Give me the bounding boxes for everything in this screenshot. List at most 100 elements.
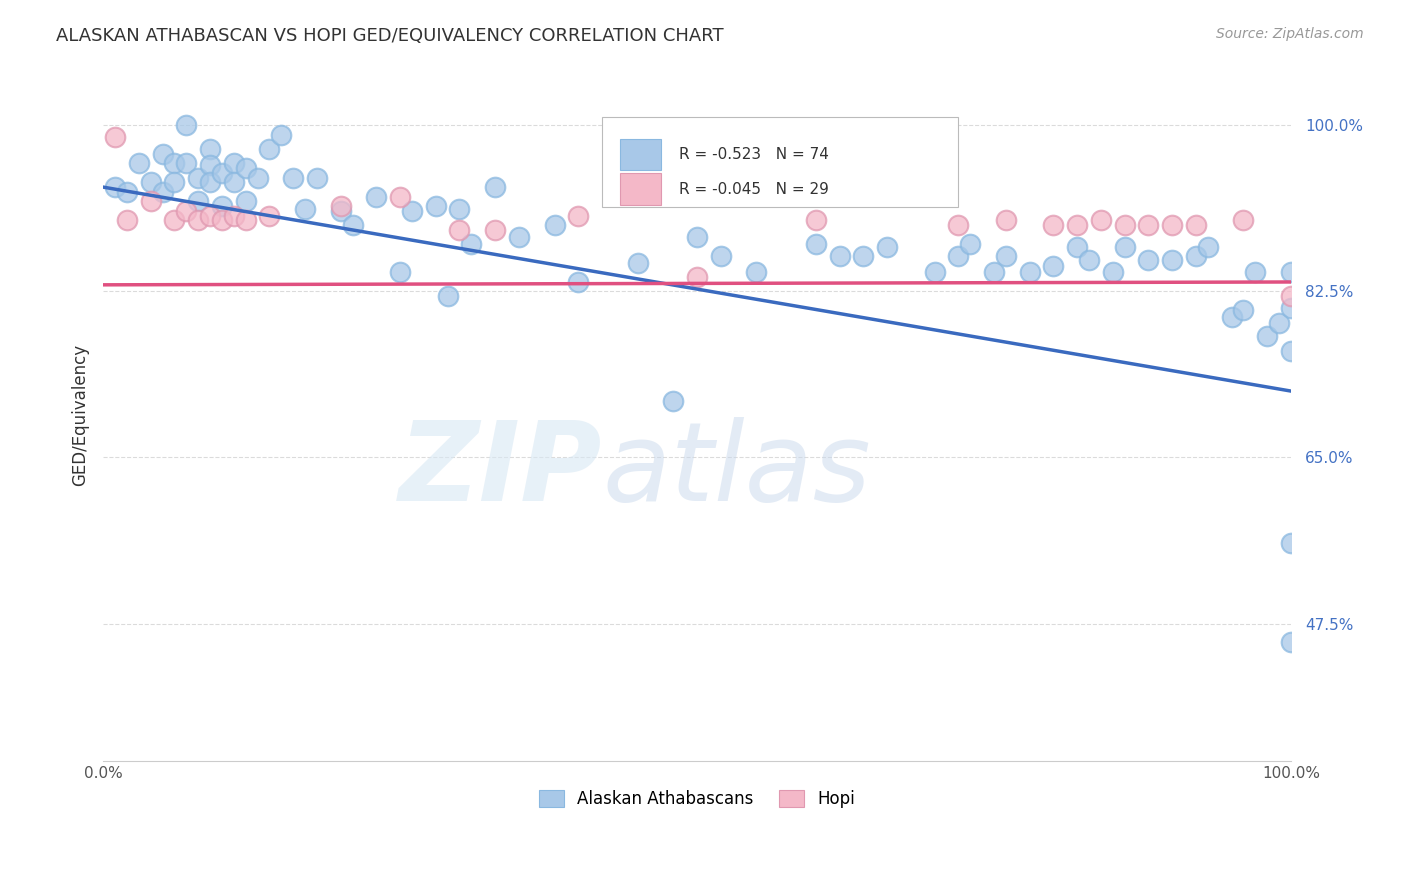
Point — [1244, 265, 1267, 279]
Point — [270, 128, 292, 142]
Point — [283, 170, 305, 185]
Point — [1090, 213, 1112, 227]
Point — [1279, 635, 1302, 649]
Point — [484, 223, 506, 237]
FancyBboxPatch shape — [620, 173, 661, 204]
Text: R = -0.523   N = 74: R = -0.523 N = 74 — [679, 147, 830, 162]
Point — [235, 161, 257, 175]
Point — [187, 194, 209, 209]
Point — [305, 170, 328, 185]
Point — [1185, 218, 1208, 232]
Point — [187, 213, 209, 227]
Point — [1114, 240, 1136, 254]
Point — [804, 213, 827, 227]
Point — [222, 209, 245, 223]
Point — [139, 175, 162, 189]
Point — [686, 270, 709, 285]
Point — [163, 156, 186, 170]
Point — [259, 142, 281, 156]
FancyBboxPatch shape — [620, 139, 661, 170]
Point — [876, 240, 898, 254]
Point — [983, 265, 1005, 279]
Point — [710, 249, 733, 263]
Point — [222, 175, 245, 189]
Point — [804, 237, 827, 252]
Point — [235, 194, 257, 209]
Point — [852, 249, 875, 263]
Point — [198, 158, 221, 172]
Point — [1137, 253, 1160, 268]
Point — [1137, 218, 1160, 232]
Point — [1161, 253, 1184, 268]
Text: ZIP: ZIP — [398, 417, 602, 524]
Point — [460, 237, 482, 252]
Point — [567, 209, 589, 223]
Point — [1066, 240, 1088, 254]
Legend: Alaskan Athabascans, Hopi: Alaskan Athabascans, Hopi — [533, 783, 862, 815]
Point — [662, 393, 685, 408]
Point — [828, 249, 851, 263]
FancyBboxPatch shape — [602, 117, 959, 207]
Point — [115, 185, 138, 199]
Point — [1042, 218, 1064, 232]
Point — [174, 119, 197, 133]
Point — [1101, 265, 1123, 279]
Point — [174, 156, 197, 170]
Point — [198, 175, 221, 189]
Point — [484, 180, 506, 194]
Point — [1042, 259, 1064, 273]
Point — [1114, 218, 1136, 232]
Point — [139, 194, 162, 209]
Point — [128, 156, 150, 170]
Point — [401, 203, 423, 218]
Text: R = -0.045   N = 29: R = -0.045 N = 29 — [679, 182, 830, 196]
Text: atlas: atlas — [602, 417, 870, 524]
Point — [627, 256, 650, 270]
Point — [425, 199, 447, 213]
Point — [235, 213, 257, 227]
Point — [187, 170, 209, 185]
Point — [948, 218, 970, 232]
Point — [543, 218, 565, 232]
Y-axis label: GED/Equivalency: GED/Equivalency — [72, 343, 89, 486]
Point — [222, 156, 245, 170]
Point — [211, 199, 233, 213]
Point — [152, 147, 174, 161]
Point — [436, 289, 458, 303]
Point — [389, 265, 412, 279]
Point — [1279, 536, 1302, 550]
Point — [1279, 289, 1302, 303]
Point — [1018, 265, 1040, 279]
Point — [449, 202, 471, 216]
Point — [1066, 218, 1088, 232]
Point — [1232, 303, 1254, 318]
Point — [994, 249, 1017, 263]
Text: ALASKAN ATHABASCAN VS HOPI GED/EQUIVALENCY CORRELATION CHART: ALASKAN ATHABASCAN VS HOPI GED/EQUIVALEN… — [56, 27, 724, 45]
Point — [948, 249, 970, 263]
Point — [959, 237, 981, 252]
Point — [1078, 253, 1101, 268]
Point — [211, 166, 233, 180]
Point — [104, 180, 127, 194]
Point — [104, 129, 127, 144]
Point — [329, 203, 352, 218]
Point — [1256, 329, 1278, 343]
Point — [686, 230, 709, 244]
Point — [198, 209, 221, 223]
Point — [389, 189, 412, 203]
Point — [246, 170, 269, 185]
Point — [211, 213, 233, 227]
Point — [508, 230, 530, 244]
Point — [1279, 301, 1302, 315]
Point — [1268, 316, 1291, 330]
Point — [163, 175, 186, 189]
Point — [1161, 218, 1184, 232]
Point — [115, 213, 138, 227]
Point — [1279, 265, 1302, 279]
Point — [366, 189, 388, 203]
Point — [924, 265, 946, 279]
Point — [745, 265, 768, 279]
Point — [1220, 310, 1243, 324]
Point — [449, 223, 471, 237]
Point — [994, 213, 1017, 227]
